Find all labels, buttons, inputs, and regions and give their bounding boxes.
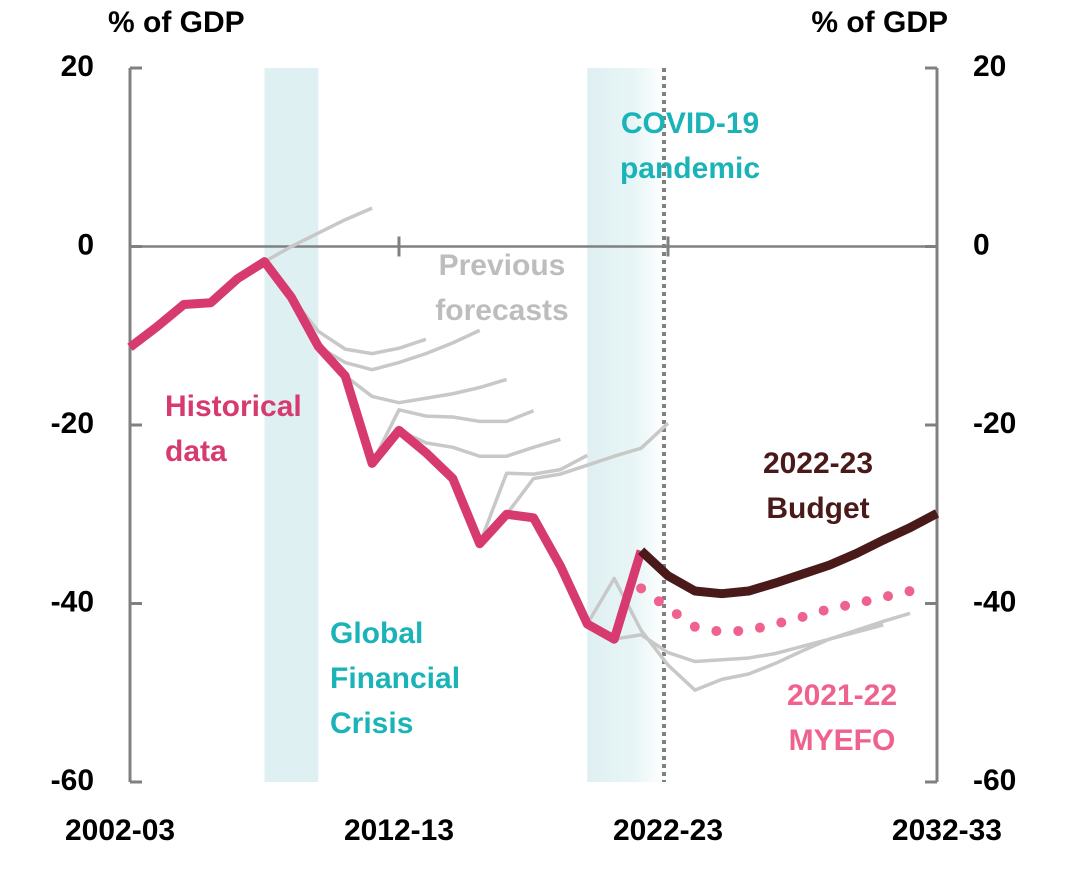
- forecast-line: [478, 453, 589, 545]
- y2-tick-label: -60: [973, 764, 1016, 797]
- series-line: [636, 583, 916, 638]
- series-line: [127, 257, 646, 644]
- forecast-line: [317, 328, 481, 372]
- y2-tick-label: 0: [973, 228, 990, 261]
- x-tick-label: 2012-13: [344, 814, 454, 847]
- annotation: 2021-22: [787, 679, 897, 712]
- annotation: 2022-23: [763, 447, 873, 480]
- y2-tick-label: 20: [973, 50, 1006, 83]
- annotation: data: [165, 435, 227, 468]
- annotation: forecasts: [435, 294, 568, 327]
- y-tick-label: 20: [61, 50, 94, 83]
- y2-tick-label: -40: [973, 585, 1016, 618]
- y-tick-label: -40: [51, 585, 94, 618]
- annotation: Historical: [165, 390, 302, 423]
- highlight-span: [587, 68, 666, 782]
- y-tick-label: -60: [51, 764, 94, 797]
- forecast-line: [263, 206, 373, 264]
- y2-axis-label: % of GDP: [811, 6, 948, 39]
- series-line: [638, 509, 940, 599]
- y2-tick-label: -20: [973, 407, 1016, 440]
- annotation: Budget: [766, 492, 869, 525]
- x-tick-label: 2022-23: [613, 814, 723, 847]
- annotation: Crisis: [330, 707, 413, 740]
- annotation: pandemic: [620, 152, 760, 185]
- y-tick-label: 0: [77, 228, 94, 261]
- forecast-line: [505, 421, 670, 516]
- forecast-line: [613, 611, 911, 664]
- annotation: Financial: [330, 662, 460, 695]
- x-tick-label: 2032-33: [892, 814, 1002, 847]
- forecast-line: [370, 408, 535, 465]
- highlight-span: [264, 68, 319, 782]
- x-tick-label: 2002-03: [65, 814, 175, 847]
- annotation: Global: [330, 617, 423, 650]
- background-layer: [264, 68, 666, 782]
- annotation: MYEFO: [789, 724, 896, 757]
- forecast-line: [398, 428, 561, 458]
- annotation: COVID-19: [621, 107, 759, 140]
- forecast-line: [290, 296, 427, 356]
- annotation: Previous: [439, 249, 566, 282]
- forecast-line: [344, 374, 508, 405]
- y-axis-label: % of GDP: [108, 6, 245, 39]
- y-tick-label: -20: [51, 407, 94, 440]
